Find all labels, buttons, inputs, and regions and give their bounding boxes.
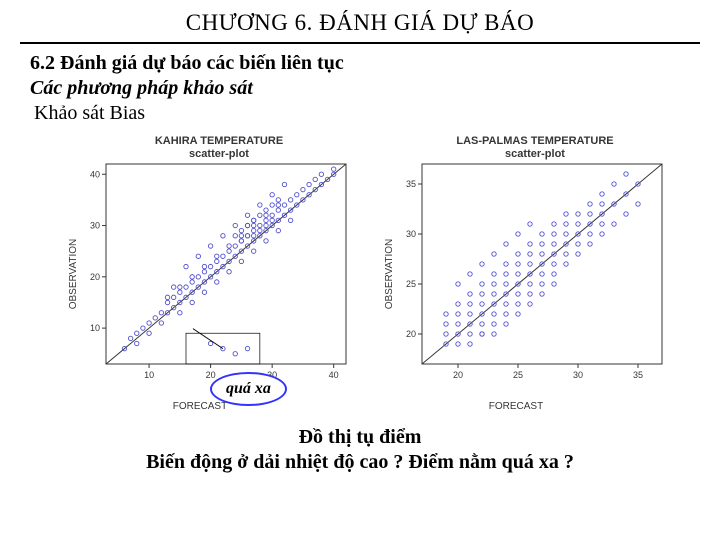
svg-text:20: 20 xyxy=(90,272,100,282)
scatter-svg: 1020304010203040 xyxy=(88,162,350,380)
svg-text:30: 30 xyxy=(406,229,416,239)
svg-text:20: 20 xyxy=(406,329,416,339)
svg-text:10: 10 xyxy=(144,370,154,380)
page-title: CHƯƠNG 6. ĐÁNH GIÁ DỰ BÁO xyxy=(0,0,720,42)
svg-text:20: 20 xyxy=(453,370,463,380)
svg-text:30: 30 xyxy=(90,221,100,231)
callout-label: quá xa xyxy=(210,372,287,406)
subsub-heading: Khảo sát Bias xyxy=(34,102,720,125)
svg-text:25: 25 xyxy=(406,279,416,289)
chart-subtitle: scatter-plot xyxy=(404,148,666,160)
scatter-chart-kahira: KAHIRA TEMPERATURE scatter-plot OBSERVAT… xyxy=(46,131,354,416)
scatter-svg: 20 25 30 35 20 25 30 35 xyxy=(404,162,666,380)
scatter-chart-laspalmas: LAS-PALMAS TEMPERATURE scatter-plot OBSE… xyxy=(362,131,670,416)
chart-subtitle: scatter-plot xyxy=(88,148,350,160)
y-axis-label: OBSERVATION xyxy=(68,238,79,309)
chart-title: LAS-PALMAS TEMPERATURE xyxy=(404,135,666,148)
title-divider xyxy=(20,42,700,44)
caption-line-1: Đồ thị tụ điểm xyxy=(0,426,720,449)
charts-row: KAHIRA TEMPERATURE scatter-plot OBSERVAT… xyxy=(0,131,720,416)
caption-line-2: Biến động ở dải nhiệt độ cao ? Điểm nằm … xyxy=(0,451,720,474)
svg-text:35: 35 xyxy=(633,370,643,380)
svg-text:20: 20 xyxy=(206,370,216,380)
section-heading: 6.2 Đánh giá dự báo các biến liên tục xyxy=(30,52,720,75)
svg-text:35: 35 xyxy=(406,179,416,189)
y-axis-label: OBSERVATION xyxy=(384,238,395,309)
caption-block: Đồ thị tụ điểm Biến động ở dải nhiệt độ … xyxy=(0,426,720,474)
svg-text:10: 10 xyxy=(90,323,100,333)
svg-text:30: 30 xyxy=(573,370,583,380)
chart-title: KAHIRA TEMPERATURE xyxy=(88,135,350,148)
svg-text:40: 40 xyxy=(90,169,100,179)
svg-text:40: 40 xyxy=(329,370,339,380)
svg-text:25: 25 xyxy=(513,370,523,380)
x-axis-label: FORECAST xyxy=(46,401,354,412)
x-axis-label: FORECAST xyxy=(362,401,670,412)
subheading: Các phương pháp khảo sát xyxy=(30,77,720,100)
